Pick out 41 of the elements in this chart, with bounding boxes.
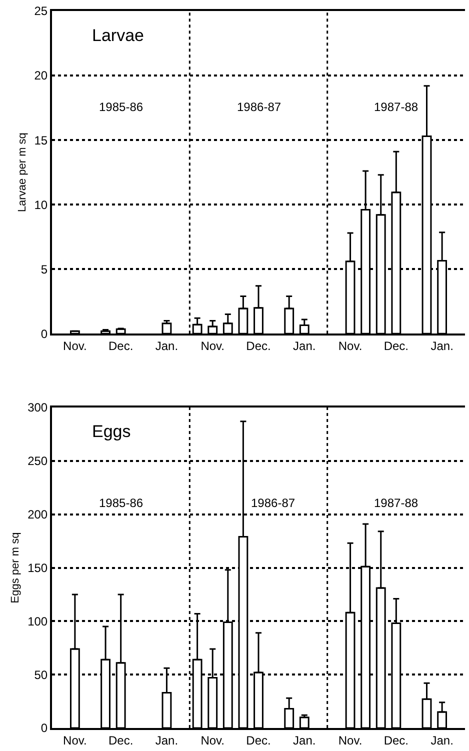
x-tick-label: Nov. xyxy=(63,733,87,748)
x-tick-label: Dec. xyxy=(246,339,271,354)
x-tick-label: Nov. xyxy=(63,339,87,354)
x-tick-label: Jan. xyxy=(430,339,454,354)
x-tick-label: Jan. xyxy=(293,339,316,354)
y-tick-label: 250 xyxy=(28,454,48,468)
x-tick-label: Nov. xyxy=(338,339,362,354)
y-tick-label: 15 xyxy=(34,133,48,148)
x-tick-label: Jan. xyxy=(155,339,178,354)
annotation: 1986-87 xyxy=(251,496,296,510)
x-tick-label: Dec. xyxy=(384,733,409,748)
x-tick-label: Jan. xyxy=(293,733,316,748)
annotation: 1987-88 xyxy=(374,496,418,510)
y-tick-label: 0 xyxy=(40,721,48,736)
text: Eggs xyxy=(92,422,131,441)
y-axis-title: Eggs per m sq xyxy=(10,532,22,604)
y-tick-label: 300 xyxy=(28,400,48,415)
annotation: 1985-86 xyxy=(99,100,144,114)
text: Larvae xyxy=(92,26,144,45)
y-tick-label: 150 xyxy=(28,560,48,575)
x-tick-label: Nov. xyxy=(338,733,362,748)
y-tick-label: 50 xyxy=(34,668,48,682)
x-tick-label: Nov. xyxy=(200,339,225,354)
x-tick-label: Dec. xyxy=(108,733,134,748)
x-tick-label: Dec. xyxy=(384,339,409,354)
y-tick-label: 25 xyxy=(34,4,48,18)
x-tick-label: Nov. xyxy=(200,733,225,748)
annotation: 1985-86 xyxy=(99,496,144,510)
y-tick-label: 200 xyxy=(28,508,48,522)
x-tick-label: Jan. xyxy=(155,733,178,748)
y-tick-label: 5 xyxy=(40,262,48,276)
y-tick-label: 0 xyxy=(40,326,48,341)
annotation: 1986-87 xyxy=(237,100,282,114)
annotation: 1987-88 xyxy=(374,100,418,114)
y-tick-label: 100 xyxy=(28,614,48,628)
y-axis-title: Larvae per m sq xyxy=(16,132,28,212)
x-tick-label: Dec. xyxy=(108,339,134,354)
x-tick-label: Jan. xyxy=(430,733,454,748)
y-tick-label: 10 xyxy=(34,198,48,212)
y-tick-label: 20 xyxy=(34,68,48,83)
x-tick-label: Dec. xyxy=(246,733,271,748)
